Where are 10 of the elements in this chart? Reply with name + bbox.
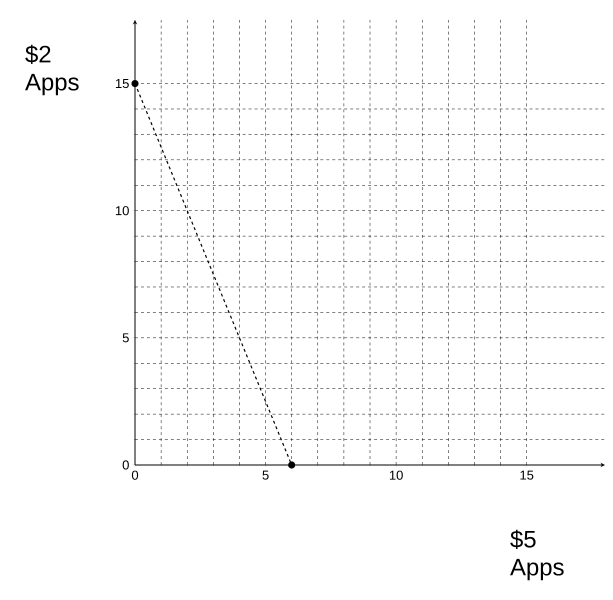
x-tick-label: 10: [390, 470, 403, 480]
y-tick-label: 5: [122, 333, 129, 342]
x-tick-label: 5: [262, 470, 269, 480]
x-tick-label: 15: [520, 470, 534, 480]
y-tick-label: 15: [116, 79, 129, 88]
y-tick-label: 0: [122, 460, 129, 470]
x-tick-label: 0: [132, 470, 138, 480]
y-axis-title: $2 Apps: [25, 44, 79, 96]
y-tick-label: 10: [116, 206, 129, 216]
x-axis-title: $5 Apps: [510, 530, 564, 580]
